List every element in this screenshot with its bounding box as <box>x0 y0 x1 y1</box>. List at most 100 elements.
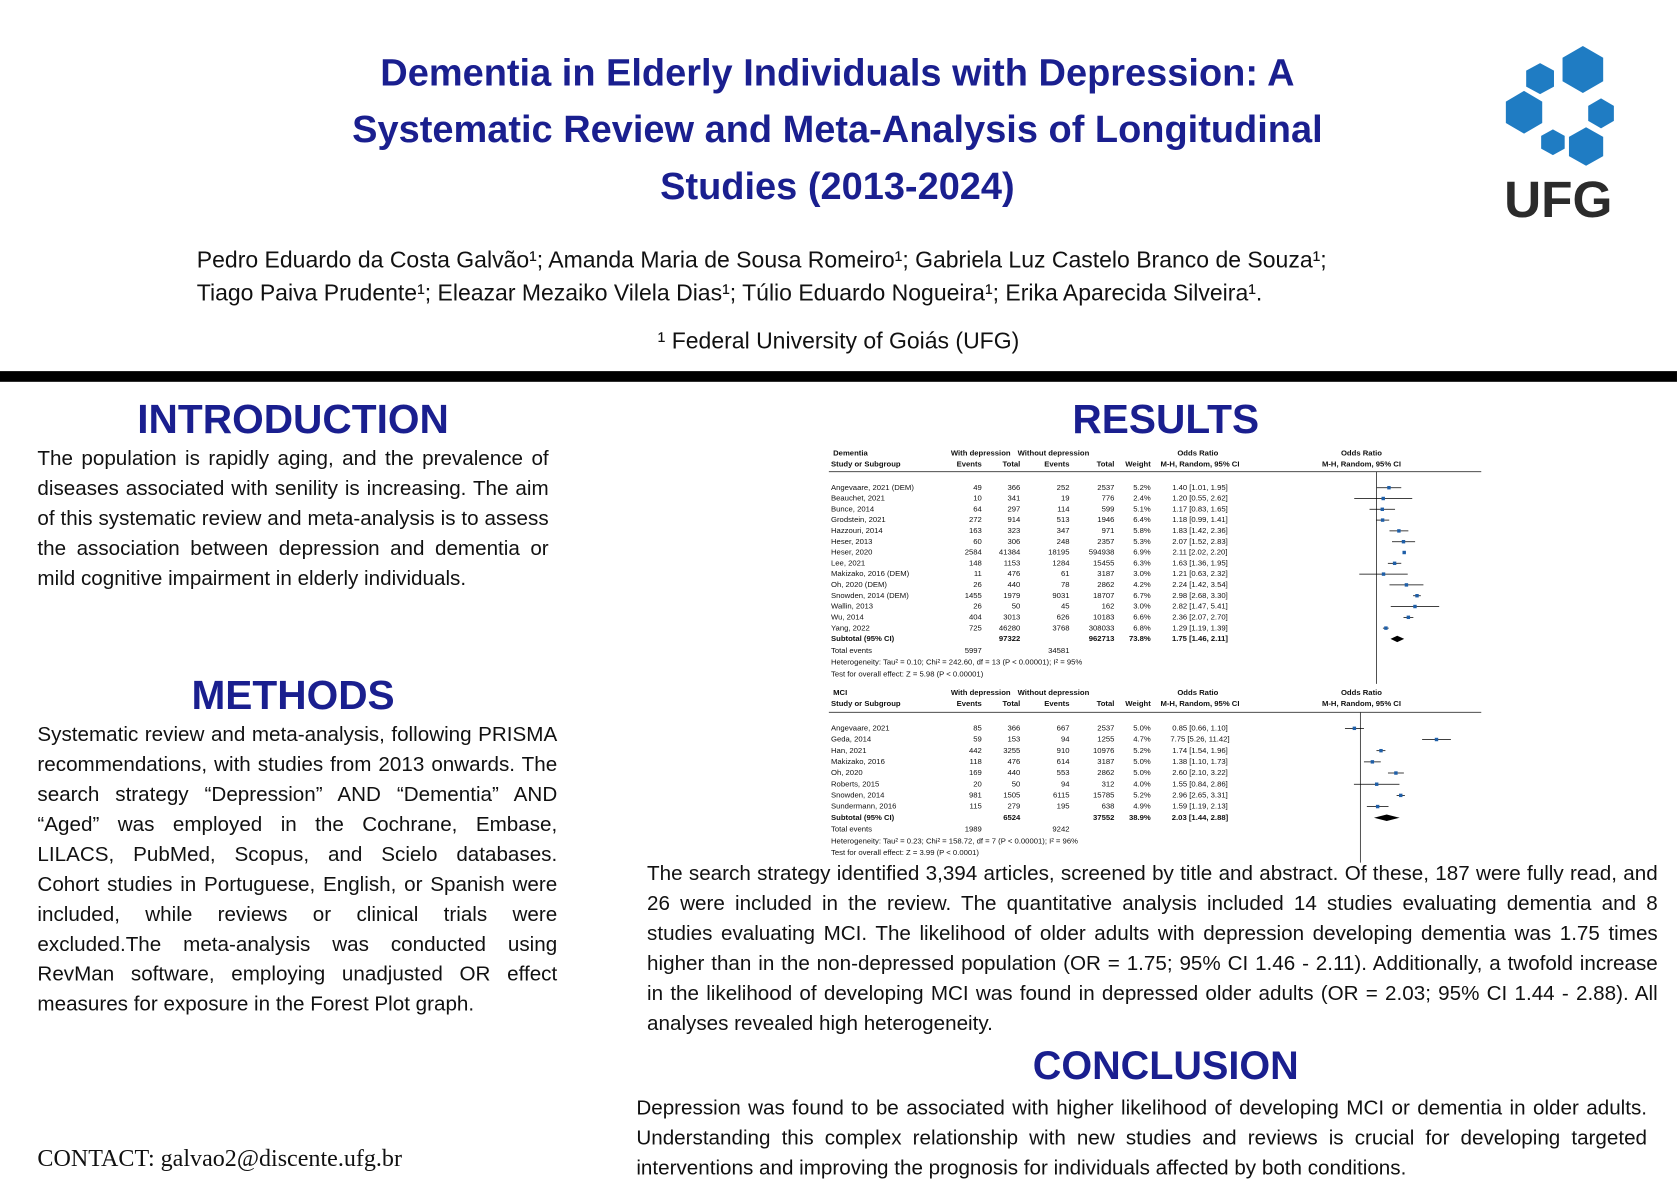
table-text: Sundermann, 2016 <box>831 802 896 811</box>
table-text: Without depression <box>1018 688 1090 697</box>
table-text: Total events <box>831 825 872 834</box>
table-text: Angevaare, 2021 (DEM) <box>831 483 914 492</box>
point-estimate <box>1374 782 1379 786</box>
table-text: 5.0% <box>1133 757 1151 766</box>
table-text: 2584 <box>965 548 983 557</box>
table-text: Heser, 2020 <box>831 548 872 557</box>
table-text: 2.60 [2.10, 3.22] <box>1172 768 1228 777</box>
table-text: Events <box>957 459 982 468</box>
table-text: 2.98 [2.68, 3.30] <box>1172 591 1228 600</box>
table-text: 1255 <box>1097 735 1114 744</box>
table-text: Grodstein, 2021 <box>831 515 886 524</box>
forest-plot: Dementia With depression Without depressio… <box>828 449 1482 863</box>
table-text: 26 <box>973 580 982 589</box>
table-text: 118 <box>970 757 982 766</box>
table-text: 476 <box>1007 569 1020 578</box>
table-text: 1153 <box>1004 558 1021 567</box>
table-text: 7.75 [5.26, 11.42] <box>1170 735 1229 744</box>
table-text: 6115 <box>1053 791 1070 800</box>
table-text: 971 <box>1102 526 1115 535</box>
table-text: 2537 <box>1097 483 1114 492</box>
table-text: Odds Ratio <box>1177 688 1218 697</box>
table-text: 341 <box>1007 494 1020 503</box>
table-text: 10976 <box>1093 746 1114 755</box>
table-text: 404 <box>969 612 983 621</box>
table-text: 513 <box>1057 515 1070 524</box>
table-text: 1.59 [1.19, 2.13] <box>1172 802 1228 811</box>
paragraph: The population is rapidly aging, and the… <box>37 448 549 591</box>
summary-diamond <box>1390 635 1405 643</box>
table-text: Total <box>1097 699 1115 708</box>
table-text: 4.7% <box>1133 735 1151 744</box>
table-text: 1.83 [1.42, 2.36] <box>1172 526 1228 535</box>
table-text: 2.96 [2.65, 3.31] <box>1172 791 1228 800</box>
table-text: 18195 <box>1048 548 1069 557</box>
table-text: 366 <box>1007 483 1020 492</box>
table-text: 6.4% <box>1133 515 1151 524</box>
table-text: 3187 <box>1097 569 1114 578</box>
table-text: 162 <box>1102 602 1115 611</box>
point-estimate <box>1404 583 1409 587</box>
table-text: 6.7% <box>1133 591 1151 600</box>
table-text: With depression <box>951 449 1011 458</box>
table-text: 5.3% <box>1133 537 1151 546</box>
table-text: 9242 <box>1052 825 1069 834</box>
point-estimate <box>1387 485 1391 490</box>
table-text: 2.4% <box>1133 494 1151 503</box>
point-estimate <box>1434 737 1439 742</box>
table-text: 34581 <box>1048 646 1069 655</box>
table-text: 15785 <box>1093 791 1114 800</box>
table-text: Total <box>1097 459 1115 468</box>
table-text: Bunce, 2014 <box>831 504 875 513</box>
table-text: Angevaare, 2021 <box>831 723 890 732</box>
table-text: 5.0% <box>1133 768 1151 777</box>
table-text: Heser, 2013 <box>831 537 872 546</box>
table-text: 169 <box>969 768 982 777</box>
table-text: M-H, Random, 95% CI <box>1160 459 1239 468</box>
table-text: 59 <box>973 735 982 744</box>
table-text: 5.2% <box>1133 791 1151 800</box>
table-text: 1946 <box>1097 515 1114 524</box>
table-text: 2.82 [1.47, 5.41] <box>1172 602 1228 611</box>
table-text: 725 <box>969 623 982 632</box>
point-estimate <box>1401 539 1406 544</box>
table-text: 1284 <box>1052 558 1070 567</box>
table-text: 114 <box>1057 504 1070 513</box>
table-text: 2.36 [2.07, 2.70] <box>1172 612 1228 621</box>
table-text: Lee, 2021 <box>831 558 865 567</box>
table-text: 776 <box>1102 494 1115 503</box>
title-line: Systematic Review and Meta-Analysis of L… <box>352 108 1323 151</box>
point-estimate <box>1381 572 1386 576</box>
table-text: 19 <box>1061 494 1070 503</box>
title: Dementia in Elderly Individuals with Dep… <box>214 45 1461 215</box>
point-estimate <box>1370 760 1375 764</box>
table-text: Roberts, 2015 <box>831 779 879 788</box>
table-text: Events <box>1044 459 1069 468</box>
table-text: Han, 2021 <box>831 746 866 755</box>
table-text: 46280 <box>999 623 1020 632</box>
table-text: Dementia <box>833 449 868 458</box>
table-text: 272 <box>969 515 982 524</box>
point-estimate <box>1380 507 1384 512</box>
table-text: 248 <box>1057 537 1070 546</box>
table-text: With depression <box>951 688 1011 697</box>
point-estimate <box>1380 518 1385 522</box>
table-text: 5.0% <box>1133 723 1151 732</box>
table-text: 1.18 [0.99, 1.41] <box>1172 515 1228 524</box>
table-text: 18707 <box>1093 591 1114 600</box>
table-text: 2862 <box>1097 580 1114 589</box>
table-text: Makizako, 2016 (DEM) <box>831 569 910 578</box>
table-text: 5997 <box>965 646 982 655</box>
table-text: 440 <box>1007 768 1020 777</box>
table-text: 4.9% <box>1133 802 1151 811</box>
table-text: 594938 <box>1089 548 1115 557</box>
table-text: Test for overall effect: Z = 5.98 (P < 0… <box>831 669 984 678</box>
point-estimate <box>1413 604 1417 609</box>
table-text: 1.29 [1.19, 1.39] <box>1172 623 1228 632</box>
table-text: Weight <box>1125 459 1151 468</box>
section-heading: CONCLUSION <box>1032 1043 1299 1088</box>
table-text: 312 <box>1102 779 1115 788</box>
title-line: Dementia in Elderly Individuals with Dep… <box>380 51 1295 95</box>
table-text: 1455 <box>965 591 982 600</box>
table-text: 26 <box>973 602 982 611</box>
